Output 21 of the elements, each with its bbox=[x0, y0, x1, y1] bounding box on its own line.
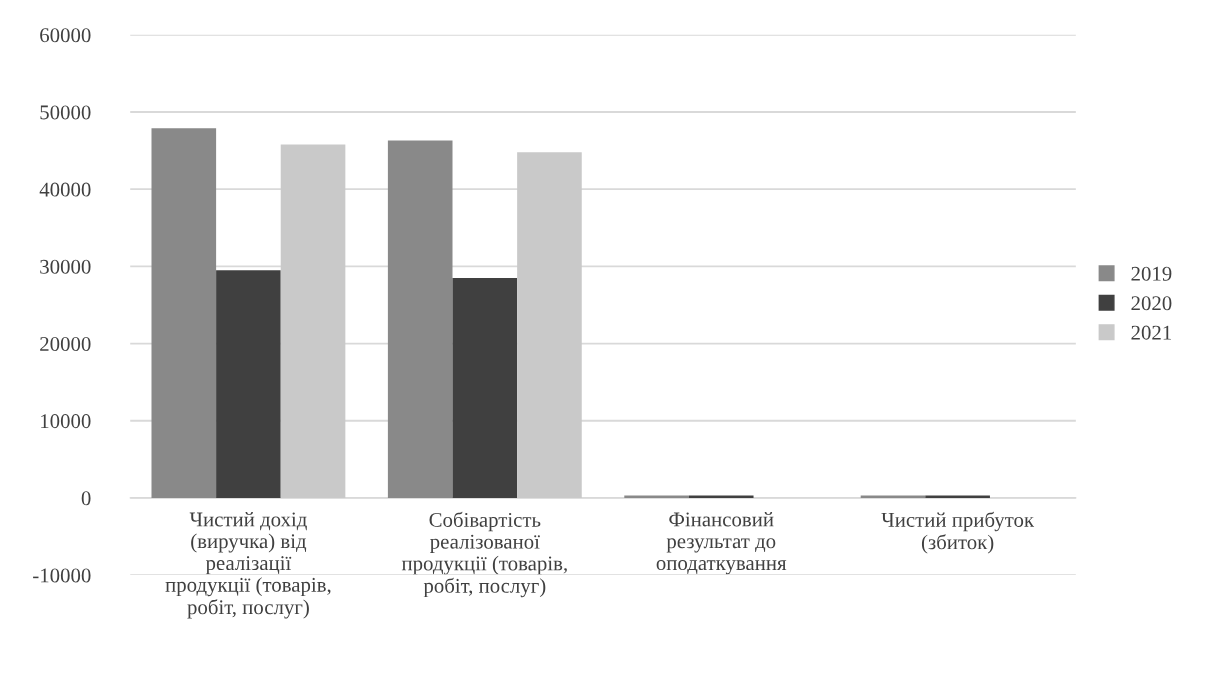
legend-label: 2021 bbox=[1131, 325, 1171, 340]
x-tick-label: Чистий прибуток (збиток) bbox=[881, 511, 1035, 554]
y-tick-label: 0 bbox=[81, 491, 91, 506]
legend-label: 2020 bbox=[1131, 296, 1172, 311]
x-tick-label: Чистий дохід (виручка) від реалізації продукції (товарів, робіт, послуг) bbox=[165, 511, 331, 619]
x-tick-label: Собівартість реалізованої продукції (товарів, робіт, послуг) bbox=[401, 511, 567, 598]
y-tick-label: 50000 bbox=[40, 105, 91, 120]
legend-label: 2019 bbox=[1131, 266, 1172, 281]
y-tick-label: 10000 bbox=[41, 414, 91, 429]
y-tick-label: 30000 bbox=[40, 259, 91, 274]
y-tick-label: 60000 bbox=[40, 28, 91, 43]
y-tick-label: 20000 bbox=[40, 336, 91, 351]
bar bbox=[216, 270, 281, 498]
bar bbox=[517, 152, 582, 498]
bar bbox=[280, 144, 346, 498]
bar bbox=[452, 277, 518, 498]
bar bbox=[151, 128, 217, 498]
y-tick-label: -10000 bbox=[33, 568, 91, 583]
y-tick-label: 40000 bbox=[39, 182, 91, 197]
x-tick-label: Фінансовий результат до оподаткування bbox=[656, 511, 787, 575]
bar bbox=[387, 140, 453, 498]
